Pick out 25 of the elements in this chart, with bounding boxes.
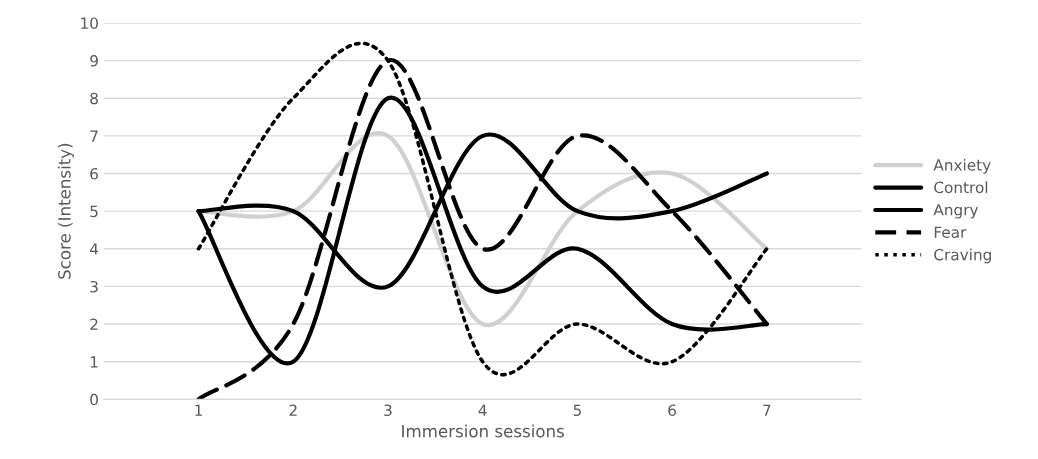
x-tick-label: 1: [195, 404, 202, 416]
y-tick-label: 4: [89, 243, 99, 255]
legend-label: Control: [934, 181, 988, 194]
y-tick-label: 7: [90, 130, 98, 142]
x-tick-label: 6: [668, 404, 676, 417]
y-tick-label: 0: [90, 393, 98, 406]
x-tick-label: 7: [763, 404, 771, 416]
y-tick-label: 5: [90, 205, 98, 218]
legend-label: Craving: [934, 248, 991, 264]
legend-label: Anxiety: [933, 158, 991, 174]
x-axis-title: Immersion sessions: [402, 424, 564, 438]
legend-label: Angry: [933, 204, 979, 219]
legend-label: Fear: [934, 226, 967, 238]
y-axis-title: Score (Intensity): [57, 143, 74, 279]
y-tick-label: 1: [90, 356, 98, 368]
y-tick-label: 9: [90, 55, 98, 67]
x-tick-label: 4: [478, 404, 487, 416]
y-tick-label: 10: [81, 17, 98, 29]
x-tick-label: 5: [573, 404, 581, 417]
x-tick-label: 3: [384, 404, 392, 417]
y-tick-label: 6: [90, 167, 98, 180]
y-tick-label: 3: [90, 280, 98, 293]
y-tick-label: 8: [90, 92, 98, 105]
y-tick-label: 2: [90, 318, 98, 330]
x-tick-label: 2: [289, 404, 297, 416]
